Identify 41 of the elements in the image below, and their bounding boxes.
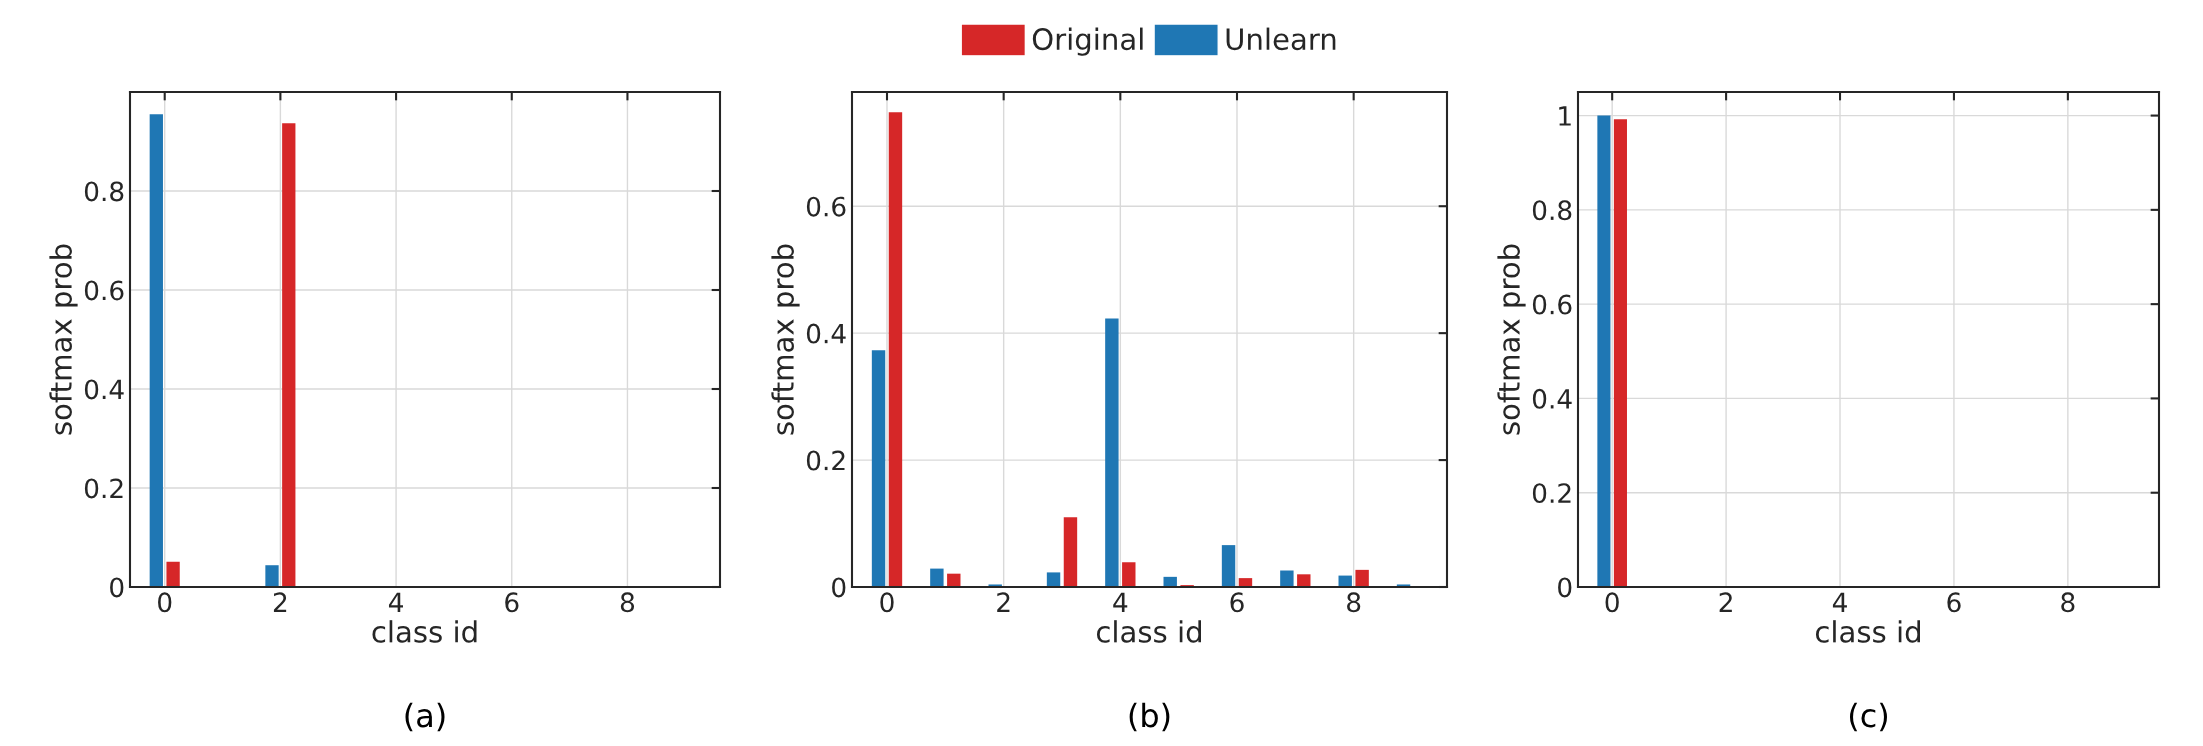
- text: (b): [1129, 702, 1170, 732]
- x-axis-title: class id: [1815, 620, 1920, 643]
- y-tick-label: 0.8: [1532, 200, 1572, 221]
- text: (c): [1850, 702, 1887, 732]
- y-tick-label: 0.4: [1532, 388, 1572, 409]
- x-tick-label: 6: [1230, 592, 1244, 613]
- y-axis-title: softmax prob: [771, 244, 800, 435]
- x-tick-label: 2: [1719, 592, 1732, 612]
- text: (a): [405, 702, 445, 732]
- x-tick-label: 8: [1347, 592, 1361, 613]
- x-tick-label: 2: [997, 592, 1010, 612]
- y-tick-label: 0.6: [806, 196, 846, 217]
- x-tick-label: 4: [1832, 592, 1847, 612]
- y-tick-label: 1: [1559, 106, 1571, 126]
- x-tick-label: 0: [880, 592, 894, 613]
- legend-label: Unlearn: [1226, 27, 1336, 51]
- y-tick-label: 0.6: [1532, 294, 1572, 315]
- y-tick-label: 0.4: [806, 323, 846, 344]
- y-tick-label: 0: [832, 577, 846, 598]
- x-tick-label: 6: [1947, 592, 1961, 613]
- x-tick-label: 6: [505, 592, 519, 613]
- y-tick-label: 0.2: [1532, 483, 1571, 504]
- x-tick-label: 8: [2061, 592, 2075, 613]
- y-tick-label: 0.2: [84, 478, 123, 499]
- y-axis-title: softmax prob: [49, 244, 78, 435]
- y-tick-label: 0.8: [84, 181, 124, 202]
- x-tick-label: 4: [1113, 592, 1128, 612]
- x-tick-label: 4: [388, 592, 403, 612]
- x-axis-title: class id: [1096, 620, 1201, 643]
- y-tick-label: 0.6: [84, 280, 124, 301]
- x-axis-title: class id: [372, 620, 477, 643]
- x-tick-label: 0: [158, 592, 172, 613]
- y-tick-label: 0.4: [84, 379, 124, 400]
- x-tick-label: 0: [1605, 592, 1619, 613]
- y-tick-label: 0: [110, 577, 124, 598]
- x-tick-label: 8: [620, 592, 635, 613]
- y-tick-label: 0.2: [806, 450, 845, 471]
- y-tick-label: 0: [1558, 577, 1572, 598]
- y-axis-title: softmax prob: [1497, 244, 1526, 435]
- legend-label: Original: [1032, 27, 1143, 56]
- x-tick-label: 2: [273, 592, 287, 612]
